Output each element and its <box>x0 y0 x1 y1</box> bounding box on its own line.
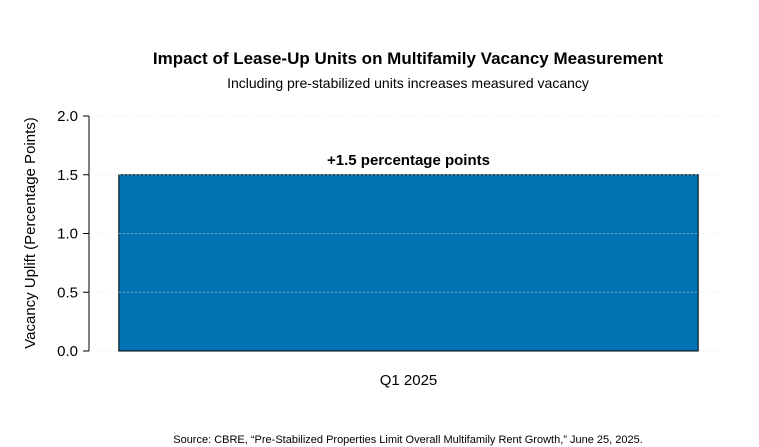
y-tick-label: 1.5 <box>57 167 78 184</box>
bars <box>118 174 699 352</box>
y-axis-label: Vacancy Uplift (Percentage Points) <box>22 117 39 349</box>
source-note: Source: CBRE, “Pre-Stabilized Properties… <box>173 434 643 446</box>
y-tick-label: 0.0 <box>57 343 78 360</box>
y-axis: 0.0 0.5 1.0 1.5 2.0 <box>57 108 90 360</box>
chart-subtitle: Including pre-stabilized units increases… <box>227 75 589 91</box>
x-axis: Q1 2025 <box>380 372 438 389</box>
overlay-gridlines <box>118 174 699 293</box>
x-tick-label: Q1 2025 <box>380 372 438 389</box>
y-tick-label: 1.0 <box>57 226 78 243</box>
data-labels: +1.5 percentage points <box>327 152 490 169</box>
data-label: +1.5 percentage points <box>327 152 490 169</box>
y-tick-label: 0.5 <box>57 284 78 301</box>
plot-area: 0.0 0.5 1.0 1.5 2.0 Q1 2025 +1.5 percentage … <box>57 108 720 389</box>
y-tick-label: 2.0 <box>57 108 78 125</box>
chart-title: Impact of Lease-Up Units on Multifamily … <box>153 49 663 68</box>
bar <box>118 174 699 352</box>
